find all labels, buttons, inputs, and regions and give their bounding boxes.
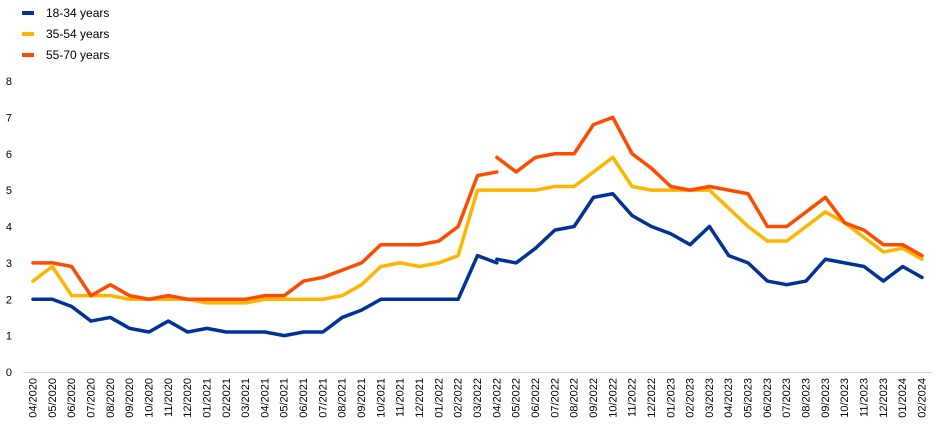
x-tick-label: 11/2021: [395, 378, 407, 417]
y-tick-label: 5: [6, 185, 12, 197]
x-tick-label: 08/2021: [337, 378, 349, 418]
x-tick-label: 01/2021: [201, 378, 213, 418]
y-tick-label: 8: [6, 76, 12, 88]
y-tick-label: 3: [6, 258, 12, 270]
y-tick-label: 1: [6, 331, 12, 343]
x-tick-label: 09/2020: [124, 378, 136, 418]
x-tick-label: 05/2021: [279, 378, 291, 418]
series-line-0-segment-1: [495, 192, 924, 287]
x-tick-label: 08/2022: [569, 378, 581, 418]
x-tick-label: 04/2023: [723, 378, 735, 418]
series-line-2-segment-0: [31, 170, 499, 301]
x-tick-label: 02/2023: [685, 378, 697, 418]
legend-item-18-34: 18-34 years: [22, 2, 109, 23]
legend-swatch-55-70: [22, 52, 34, 57]
x-tick-label: 12/2022: [646, 378, 658, 418]
x-tick-label: 09/2021: [356, 378, 368, 418]
x-tick-label: 09/2023: [820, 378, 832, 418]
x-tick-label: 12/2020: [182, 378, 194, 418]
legend-item-55-70: 55-70 years: [22, 44, 109, 65]
x-tick-label: 01/2023: [665, 378, 677, 418]
x-tick-label: 10/2021: [375, 378, 387, 418]
x-axis-ticks: 04/2020 05/2020 06/2020 07/2020 08/2020 09/20…: [28, 378, 929, 418]
x-tick-label: 09/2022: [588, 378, 600, 418]
x-tick-label: 06/2023: [762, 378, 774, 418]
legend-swatch-18-34: [22, 10, 34, 15]
x-tick-label: 05/2020: [47, 378, 59, 418]
y-tick-label: 7: [6, 112, 12, 124]
x-tick-label: 01/2024: [897, 378, 909, 418]
x-tick-label: 03/2021: [240, 378, 252, 418]
y-tick-label: 4: [6, 222, 12, 234]
x-tick-label: 07/2020: [85, 378, 97, 418]
x-tick-label: 02/2021: [221, 378, 233, 418]
legend-swatch-35-54: [22, 31, 34, 36]
y-axis-ticks: 0 1 2 3 4 5 6 7 8: [6, 76, 12, 379]
x-tick-label: 02/2024: [917, 378, 929, 418]
y-tick-label: 6: [6, 149, 12, 161]
x-tick-label: 06/2021: [298, 378, 310, 418]
x-tick-label: 08/2020: [105, 378, 117, 418]
y-tick-label: 0: [6, 367, 12, 379]
x-tick-label: 04/2021: [259, 378, 271, 418]
x-tick-label: 03/2023: [704, 378, 716, 418]
legend-item-35-54: 35-54 years: [22, 23, 109, 44]
legend-label-35-54: 35-54 years: [46, 26, 110, 41]
legend: 18-34 years 35-54 years 55-70 years: [22, 2, 109, 65]
x-tick-label: 07/2023: [781, 378, 793, 418]
x-tick-label: 07/2021: [317, 378, 329, 418]
x-tick-label: 10/2020: [143, 378, 155, 418]
x-tick-label: 08/2023: [801, 378, 813, 418]
x-tick-label: 05/2022: [511, 378, 523, 418]
x-tick-label: 06/2022: [530, 378, 542, 418]
x-tick-label: 10/2022: [607, 378, 619, 418]
x-tick-label: 10/2023: [839, 378, 851, 418]
x-tick-label: 12/2023: [878, 378, 890, 418]
x-tick-label: 12/2021: [414, 378, 426, 418]
legend-label-55-70: 55-70 years: [46, 47, 110, 62]
x-tick-label: 06/2020: [66, 378, 78, 418]
x-tick-label: 11/2023: [859, 378, 871, 417]
y-tick-label: 2: [6, 294, 12, 306]
x-tick-label: 05/2023: [743, 378, 755, 418]
x-tick-label: 04/2022: [491, 378, 503, 418]
series-line-0-segment-0: [31, 253, 499, 338]
x-tick-label: 03/2022: [472, 378, 484, 418]
x-tick-label: 11/2022: [627, 378, 639, 417]
series-lines: [31, 115, 924, 338]
series-line-2-segment-1: [495, 115, 924, 258]
x-tick-label: 07/2022: [549, 378, 561, 418]
x-tick-label: 11/2020: [163, 378, 175, 417]
x-tick-label: 04/2020: [28, 378, 40, 418]
x-tick-label: 02/2022: [453, 378, 465, 418]
legend-label-18-34: 18-34 years: [46, 5, 110, 20]
x-tick-label: 01/2022: [433, 378, 445, 418]
